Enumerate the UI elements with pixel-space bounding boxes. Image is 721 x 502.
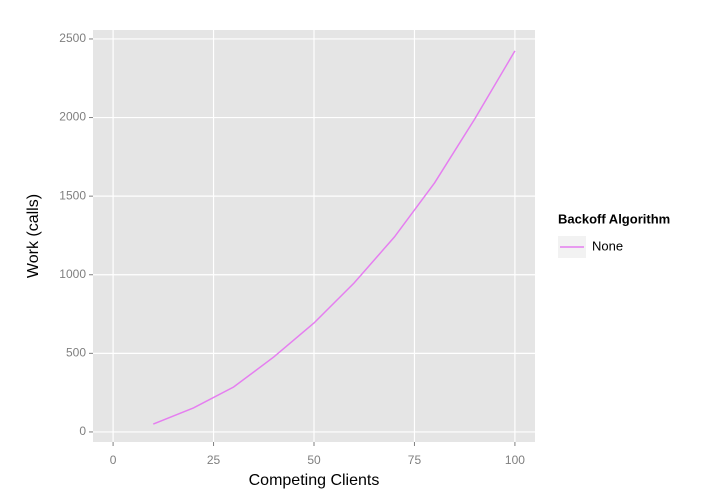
x-tick-label: 0 xyxy=(110,453,117,467)
x-axis-title: Competing Clients xyxy=(249,472,380,489)
line xyxy=(152,50,516,425)
y-axis-title: Work (calls) xyxy=(25,194,42,278)
legend-label: None xyxy=(592,238,623,253)
y-tick-label: 1000 xyxy=(59,267,86,281)
x-tick-label: 25 xyxy=(207,453,221,467)
y-tick-label: 2500 xyxy=(59,31,86,45)
y-tick-label: 2000 xyxy=(59,110,86,124)
x-tick-label: 100 xyxy=(505,453,525,467)
y-tick-label: 500 xyxy=(66,346,86,360)
x-tick-label: 75 xyxy=(408,453,422,467)
y-tick-label: 1500 xyxy=(59,188,86,202)
x-tick-label: 50 xyxy=(307,453,321,467)
legend-title: Backoff Algorithm xyxy=(558,211,670,226)
y-tick-label: 0 xyxy=(79,424,86,438)
